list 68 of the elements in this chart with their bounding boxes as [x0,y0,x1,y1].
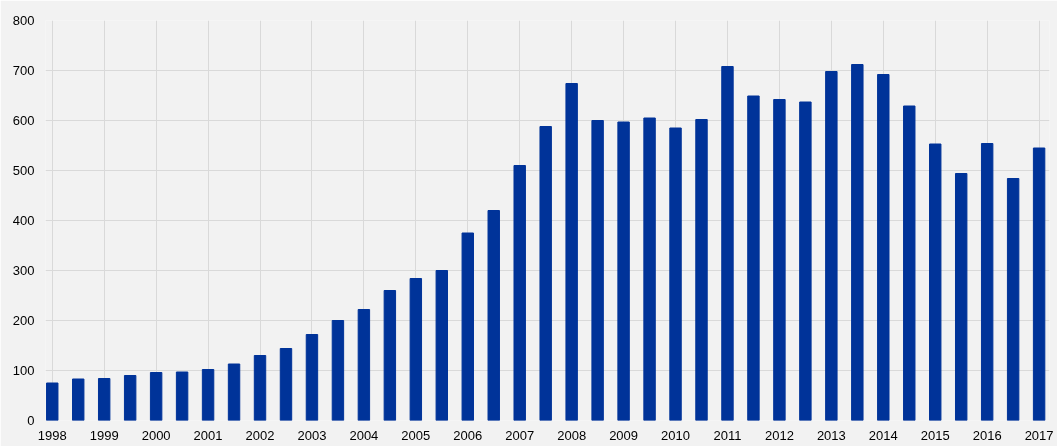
bar [123,375,137,421]
bar [1032,147,1046,421]
x-tick-label: 2002 [245,427,275,443]
x-tick-label: 2004 [349,427,379,443]
bar [72,378,85,421]
bar [980,143,994,421]
x-tick-label: 2003 [297,427,327,443]
bar [747,95,760,421]
y-tick-label: 500 [12,163,35,178]
x-tick-label: 2014 [868,427,898,443]
x-tick-label: 1999 [89,427,119,443]
x-tick-label: 2013 [816,427,846,443]
bar [435,270,449,421]
bar [513,165,526,421]
y-tick-label: 300 [12,263,35,278]
x-tick-label: 2016 [972,427,1002,443]
x-tick-label: 2017 [1024,427,1054,443]
bar [175,371,189,421]
bar [331,320,345,421]
y-tick-label: 600 [12,113,35,128]
y-tick-label: 0 [27,413,35,428]
y-tick-label: 400 [12,213,35,228]
bar [227,363,241,421]
x-tick-label: 2001 [193,427,223,443]
y-tick-label: 100 [12,363,35,378]
y-tick-label: 700 [12,63,35,78]
bar [279,348,293,421]
bar [149,372,163,421]
bar [201,369,215,421]
bar [591,120,604,421]
x-tick-label: 2007 [505,427,535,443]
bar [825,71,838,421]
bar [383,290,397,421]
bar [487,210,500,421]
bar [695,119,708,421]
bar [617,121,630,421]
x-tick-label: 2015 [920,427,950,443]
bar [357,309,371,421]
bar [799,101,812,421]
bar [721,66,734,421]
x-tick-label: 1998 [37,427,67,443]
y-tick-label: 200 [12,313,35,328]
bar [903,105,916,421]
bar [46,382,59,421]
x-tick-label: 2006 [453,427,483,443]
bar [409,278,423,421]
x-tick-label: 2012 [764,427,794,443]
bar [461,232,474,421]
x-tick-label: 2011 [713,427,742,443]
bar [954,173,968,421]
x-tick-label: 2010 [661,427,690,443]
bar [643,117,656,421]
x-tick-label: 2009 [609,427,639,443]
bar [877,74,890,421]
bar [539,126,552,421]
x-tick-label: 2008 [557,427,587,443]
y-tick-label: 800 [12,13,35,28]
bar [305,334,319,421]
bar [669,127,682,421]
bar [565,83,578,421]
bar [773,99,786,421]
bar [1006,178,1020,421]
bar [97,378,111,421]
x-tick-label: 2000 [141,427,171,443]
x-tick-label: 2005 [401,427,431,443]
bar [851,64,864,421]
bar [929,143,942,421]
bar [253,355,267,421]
